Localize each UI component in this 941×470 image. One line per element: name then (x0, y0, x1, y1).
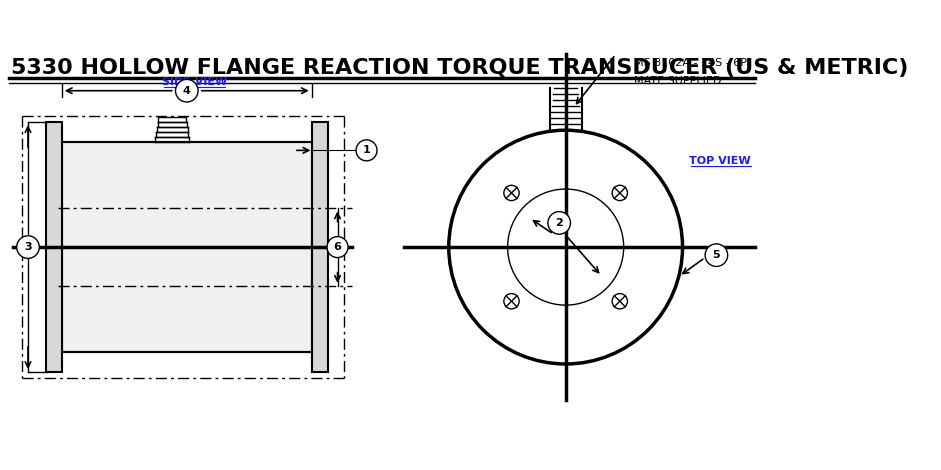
Bar (311, 122, 327, 372)
Bar (46, 122, 62, 372)
Bar (62, 142, 311, 352)
Text: 5: 5 (712, 250, 720, 260)
Text: MATE SUPPLIED: MATE SUPPLIED (634, 76, 722, 86)
Text: 4: 4 (183, 86, 191, 96)
Circle shape (449, 130, 682, 364)
Circle shape (17, 236, 40, 258)
Text: MS 3102A - 14S - 6P: MS 3102A - 14S - 6P (634, 58, 747, 68)
Circle shape (613, 294, 628, 309)
Text: SIDE VIEW: SIDE VIEW (162, 78, 228, 87)
Circle shape (507, 189, 624, 305)
Text: 3: 3 (24, 242, 32, 252)
Circle shape (705, 244, 727, 266)
Text: 6: 6 (334, 242, 342, 252)
Text: TOP VIEW: TOP VIEW (690, 157, 751, 166)
Circle shape (548, 212, 570, 234)
Text: 5330 HOLLOW FLANGE REACTION TORQUE TRANSDUCER (US & METRIC): 5330 HOLLOW FLANGE REACTION TORQUE TRANS… (11, 58, 908, 78)
Text: 2: 2 (555, 218, 563, 228)
Circle shape (503, 185, 519, 201)
Circle shape (356, 140, 377, 161)
Circle shape (327, 236, 348, 258)
Circle shape (613, 185, 628, 201)
Circle shape (503, 294, 519, 309)
Text: 1: 1 (362, 145, 371, 156)
Circle shape (176, 79, 198, 102)
